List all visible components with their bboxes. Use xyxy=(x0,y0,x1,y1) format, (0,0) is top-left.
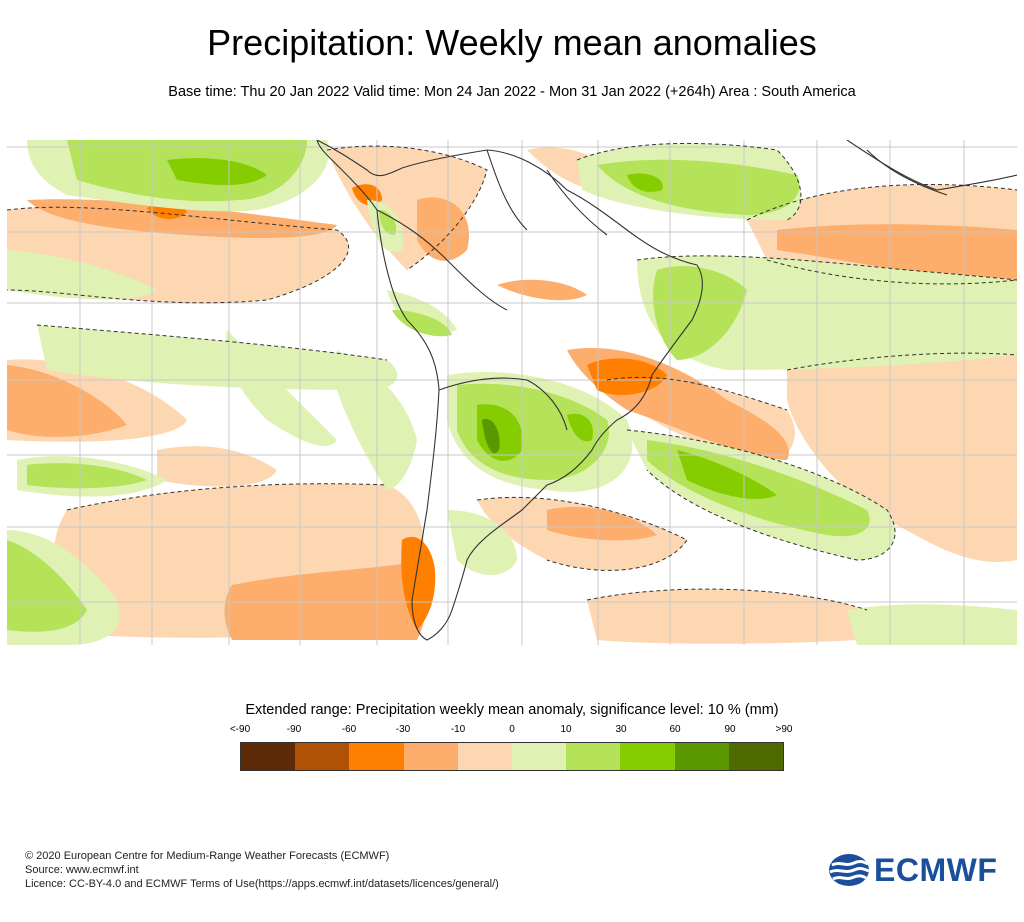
legend-tick: 0 xyxy=(509,724,515,735)
legend-tick: <-90 xyxy=(229,724,251,735)
legend-swatch-6 xyxy=(566,743,621,770)
significance-contours xyxy=(7,142,1017,611)
legend-swatch-4 xyxy=(457,743,513,770)
chart-subtitle: Base time: Thu 20 Jan 2022 Valid time: M… xyxy=(168,84,856,100)
legend-tick: 60 xyxy=(669,724,681,735)
ecmwf-logo-icon xyxy=(829,854,870,886)
chart-title: Precipitation: Weekly mean anomalies xyxy=(207,22,817,63)
legend-swatch-7 xyxy=(620,743,675,770)
legend-title: Extended range: Precipitation weekly mea… xyxy=(245,702,779,718)
ecmwf-logo-text: ECMWF xyxy=(874,852,998,888)
legend-swatch-2 xyxy=(349,743,404,770)
legend-tick-labels: <-90 -90 -60 -30 -10 0 10 30 60 90 >90 xyxy=(0,724,1024,738)
legend-tick: >90 xyxy=(775,724,793,735)
legend-tick: -10 xyxy=(450,724,466,735)
legend-color-bar xyxy=(240,742,784,771)
legend-tick: -60 xyxy=(341,724,357,735)
legend-tick: -90 xyxy=(286,724,302,735)
footer: © 2020 European Centre for Medium-Range … xyxy=(25,849,499,891)
legend-swatch-0 xyxy=(241,743,296,770)
ecmwf-logo: ECMWF xyxy=(828,852,1000,888)
copyright-text: © 2020 European Centre for Medium-Range … xyxy=(25,850,390,862)
anomaly-dark-green-regions xyxy=(482,419,500,454)
coastlines xyxy=(316,140,1017,641)
legend-tick: 10 xyxy=(560,724,572,735)
source-text: Source: www.ecmwf.int xyxy=(25,864,139,876)
legend-tick: 30 xyxy=(615,724,627,735)
legend-swatch-1 xyxy=(295,743,350,770)
legend-tick: 90 xyxy=(724,724,736,735)
precipitation-anomaly-map xyxy=(7,140,1017,645)
legend-swatch-9 xyxy=(728,743,784,770)
licence-text: Licence: CC-BY-4.0 and ECMWF Terms of Us… xyxy=(25,878,499,890)
legend-tick: -30 xyxy=(395,724,411,735)
graticule xyxy=(7,140,1017,645)
legend-swatch-3 xyxy=(403,743,458,770)
legend-swatch-8 xyxy=(674,743,729,770)
legend-swatch-5 xyxy=(512,743,567,770)
